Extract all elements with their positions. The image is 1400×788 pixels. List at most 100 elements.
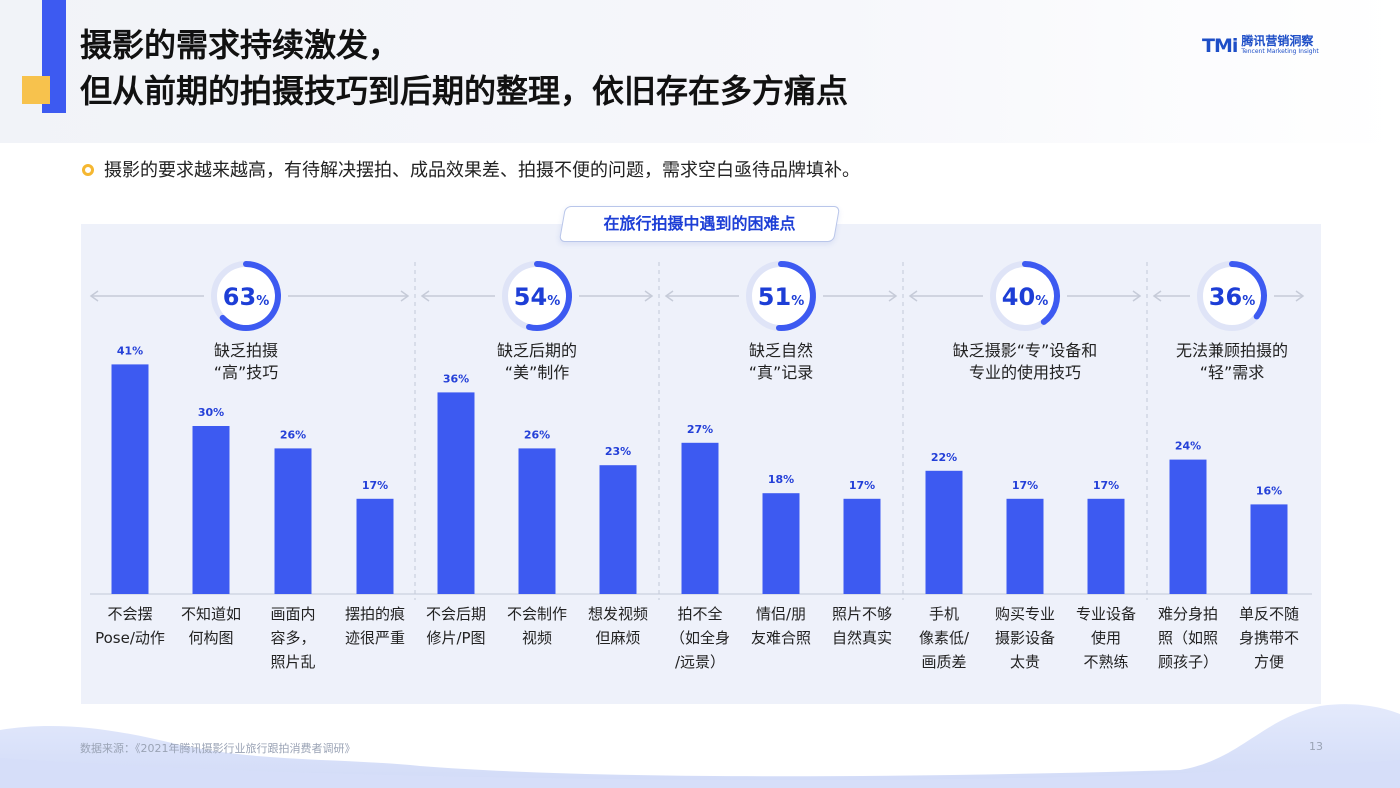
arrow-right-icon [888,290,898,302]
title-accent-square [22,76,50,104]
category-label: 拍不全 [677,605,722,623]
page-title: 摄影的需求持续激发， 但从前期的拍摄技巧到后期的整理，依旧存在多方痛点 [80,22,848,114]
group-percent: 63% [223,283,269,311]
footer-wave-decoration [0,704,1400,788]
bar [925,470,963,594]
category-label: 专业设备 [1076,605,1136,623]
group-ring-progress [219,261,281,331]
group-ring-progress [775,261,816,331]
page-title-line2: 但从前期的拍摄技巧到后期的整理，依旧存在多方痛点 [80,72,849,110]
group-ring-progress [1022,261,1060,325]
group-label: 缺乏自然 [749,341,813,360]
category-label: 照片乱 [270,653,315,671]
category-label: 顾孩子） [1158,653,1218,671]
bar-value-label: 41% [117,344,143,357]
logo-en: Tencent Marketing Insight [1241,48,1319,55]
bar-value-label: 30% [198,406,224,419]
data-source-note: 数据来源：《2021年腾讯摄影行业旅行跟拍消费者调研》 [80,742,356,755]
bar-value-label: 26% [280,428,306,441]
category-label: 画质差 [921,653,966,671]
bar [1250,504,1288,594]
category-label: 不会后期 [426,605,486,623]
category-label: 视频 [522,629,552,647]
bar [111,364,149,594]
bar-value-label: 18% [768,473,794,486]
group-ring-progress [526,261,573,331]
category-label: 画面内 [270,605,315,623]
bullet-icon [82,164,94,176]
category-label: 购买专业 [995,605,1055,623]
category-label: 摆拍的痕 [345,605,405,623]
group-ring-progress [1229,261,1267,320]
arrow-left-icon [664,290,674,302]
bar [356,498,394,594]
group-label: 缺乏摄影“专”设备和 [953,341,1098,360]
group-label: “美”制作 [505,363,570,382]
category-label: /远景） [675,653,725,671]
category-label: 使用 [1091,629,1121,647]
category-label: 自然真实 [832,629,892,647]
bar [599,465,637,594]
arrow-left-icon [89,290,99,302]
bar-value-label: 16% [1256,484,1282,497]
category-label: 想发视频 [588,605,648,623]
group-percent: 51% [758,283,804,311]
bar-value-label: 36% [443,372,469,385]
category-label: 不知道如 [181,605,241,623]
category-label: 不会摆 [107,605,152,623]
category-label: 单反不随 [1239,605,1299,623]
arrow-right-icon [400,290,410,302]
group-percent: 40% [1002,283,1048,311]
chart-title: 在旅行拍摄中遇到的困难点 [603,214,796,233]
group-label: 缺乏后期的 [497,341,577,360]
bar [843,498,881,594]
group-label: 缺乏拍摄 [214,341,278,360]
group-label: “真”记录 [749,363,814,382]
category-label: 难分身拍 [1158,605,1218,623]
group-label: “轻”需求 [1200,363,1265,382]
category-label: 友难合照 [751,629,811,647]
page-number: 13 [1309,740,1323,753]
group-label: “高”技巧 [214,363,279,382]
bar [274,448,312,594]
arrow-right-icon [1295,290,1305,302]
arrow-left-icon [908,290,918,302]
bar [1087,498,1125,594]
page-title-line1: 摄影的需求持续激发， [80,26,401,64]
group-label: 无法兼顾拍摄的 [1176,341,1288,360]
category-label: 情侣/朋 [756,605,806,623]
bar [1006,498,1044,594]
arrow-left-icon [1152,290,1162,302]
bar-value-label: 23% [605,445,631,458]
bar [192,426,230,594]
bar-value-label: 26% [524,428,550,441]
category-label: 不会制作 [507,605,567,623]
subtitle: 摄影的要求越来越高，有待解决摆拍、成品效果差、拍摄不便的问题，需求空白亟待品牌填… [104,160,860,181]
category-label: 修片/P图 [426,629,485,647]
bar [1169,459,1207,594]
logo-mark: TMi [1202,35,1238,57]
arrow-right-icon [644,290,654,302]
bar [681,442,719,594]
bar [437,392,475,594]
category-label: 方便 [1254,653,1284,671]
category-label: 迹很严重 [345,629,405,647]
category-label: （如全身 [670,629,730,647]
category-label: 照（如照 [1158,629,1218,647]
category-label: 太贵 [1010,653,1040,671]
category-label: 何构图 [188,629,233,647]
bar-value-label: 22% [931,451,957,464]
group-percent: 54% [514,283,560,311]
bar-value-label: 17% [362,479,388,492]
category-label: 摄影设备 [995,629,1055,647]
category-label: 容多， [270,629,315,647]
category-label: 照片不够 [832,605,892,623]
group-percent: 36% [1209,283,1255,311]
arrow-right-icon [1132,290,1142,302]
group-label: 专业的使用技巧 [969,363,1081,382]
bar-value-label: 27% [687,423,713,436]
category-label: 手机 [929,605,959,623]
category-label: 不熟练 [1083,653,1128,671]
bar-value-label: 17% [1093,479,1119,492]
